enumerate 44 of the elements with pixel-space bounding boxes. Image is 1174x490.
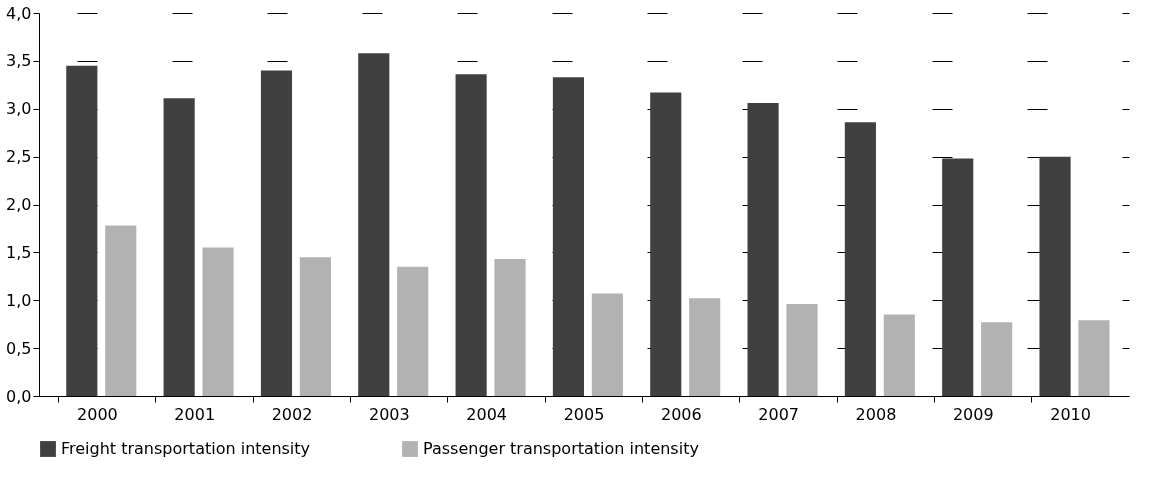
bar — [66, 65, 98, 396]
bar — [747, 103, 779, 396]
x-tick-label: 2010 — [1050, 404, 1091, 424]
x-tick-label: 2006 — [660, 404, 702, 424]
y-tick-label: 3,5 — [6, 51, 32, 71]
y-tick-label: 2,0 — [6, 195, 32, 214]
y-tick-label: 2,5 — [6, 147, 32, 167]
bar — [494, 259, 526, 396]
x-tick-label: 2000 — [77, 404, 118, 424]
bar — [202, 247, 234, 396]
bar — [552, 77, 584, 396]
x-tick-label: 2007 — [758, 404, 799, 424]
y-tick-label: 1,5 — [6, 242, 32, 262]
y-tick-label: 1,0 — [6, 290, 32, 310]
bar — [650, 92, 682, 396]
bar — [455, 74, 487, 396]
bar — [786, 304, 818, 396]
bar — [981, 322, 1013, 396]
x-tick-label: 2008 — [855, 404, 897, 424]
x-tick-label: 2001 — [174, 404, 216, 424]
bar — [299, 257, 331, 396]
bar — [844, 122, 876, 396]
x-tick-label: 2003 — [369, 404, 410, 424]
x-tick-label: 2005 — [563, 404, 605, 424]
bar — [105, 225, 137, 396]
bar — [260, 70, 293, 396]
x-tick-label: 2002 — [271, 404, 313, 424]
y-tick-label: 0,0 — [6, 386, 32, 406]
legend-label: Passenger transportation intensity — [423, 439, 699, 458]
legend-label: Freight transportation intensity — [61, 439, 311, 458]
y-tick-label: 4,0 — [6, 3, 32, 23]
bar — [689, 298, 721, 396]
bar — [942, 158, 974, 396]
bar — [358, 53, 390, 396]
x-tick-label: 2004 — [466, 404, 508, 424]
bar — [163, 98, 195, 396]
y-tick-label: 3,0 — [6, 99, 32, 119]
bar — [1039, 156, 1071, 396]
bar — [397, 266, 429, 396]
y-tick-label: 0,5 — [6, 338, 32, 358]
bar — [1078, 320, 1110, 396]
x-tick-label: 2009 — [952, 404, 994, 424]
bar — [883, 314, 915, 396]
bar — [591, 293, 623, 396]
